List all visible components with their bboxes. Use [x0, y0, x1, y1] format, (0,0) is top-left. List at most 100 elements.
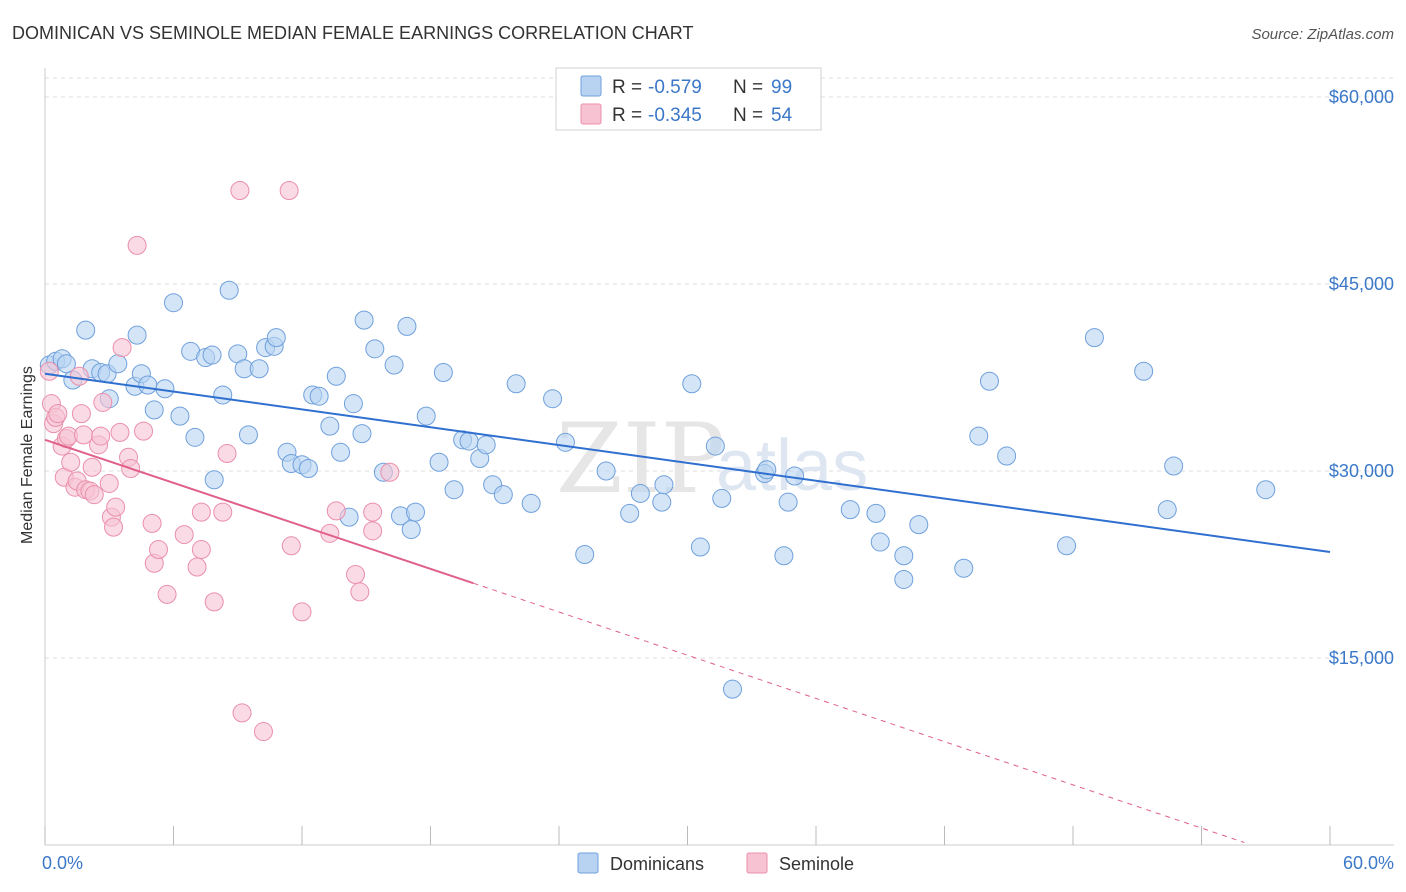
dominicans-point: [705, 436, 725, 456]
y-axis-label: Median Female Earnings: [19, 366, 36, 544]
seminole-point: [281, 536, 301, 556]
legend-swatch-dominicans: [580, 75, 602, 97]
dominicans-point: [170, 406, 190, 426]
y-tick-label: $60,000: [1329, 87, 1394, 107]
dominicans-point: [127, 325, 147, 345]
dominicans-point: [429, 452, 449, 472]
dominicans-point: [320, 416, 340, 436]
dominicans-point: [493, 485, 513, 505]
seminole-point: [350, 582, 370, 602]
dominicans-point: [894, 546, 914, 566]
dominicans-point: [757, 460, 777, 480]
seminole-point: [320, 523, 340, 543]
bottom-legend-swatch-seminole: [746, 852, 768, 874]
dominicans-point: [459, 431, 479, 451]
y-tick-label: $45,000: [1329, 274, 1394, 294]
seminole-point: [106, 497, 126, 517]
seminole-point: [71, 404, 91, 424]
seminole-point: [326, 501, 346, 521]
seminole-point: [191, 502, 211, 522]
seminole-point: [93, 392, 113, 412]
chart-title: DOMINICAN VS SEMINOLE MEDIAN FEMALE EARN…: [12, 23, 693, 43]
dominicans-point: [213, 385, 233, 405]
seminole-point: [99, 473, 119, 493]
dominicans-point: [630, 483, 650, 503]
dominicans-point: [108, 354, 128, 374]
dominicans-point: [690, 537, 710, 557]
dominicans-point: [1164, 456, 1184, 476]
dominicans-point: [309, 386, 329, 406]
bottom-legend-swatch-dominicans: [577, 852, 599, 874]
seminole-point: [191, 540, 211, 560]
legend-r-value: -0.579: [648, 77, 702, 98]
dominicans-point: [778, 492, 798, 512]
seminole-point: [363, 502, 383, 522]
dominicans-point: [1057, 536, 1077, 556]
dominicans-point: [444, 480, 464, 500]
dominicans-point: [138, 375, 158, 395]
dominicans-point: [476, 435, 496, 455]
dominicans-point: [555, 432, 575, 452]
legend-r-value: -0.345: [648, 105, 702, 126]
seminole-point: [363, 521, 383, 541]
dominicans-point: [352, 424, 372, 444]
dominicans-point: [384, 355, 404, 375]
seminole-point: [292, 602, 312, 622]
series-legend: Dominicans Seminole: [577, 852, 854, 874]
seminole-point: [61, 452, 81, 472]
dominicans-trend-line: [44, 372, 1331, 554]
seminole-point: [279, 181, 299, 200]
dominicans-point: [722, 679, 742, 699]
dominicans-point: [870, 532, 890, 552]
legend-n-label: N =: [733, 105, 763, 126]
seminole-point: [69, 366, 89, 386]
seminole-point: [253, 722, 273, 742]
seminole-point: [84, 485, 104, 505]
seminole-point: [204, 592, 224, 612]
axes: [44, 68, 1394, 846]
y-tick-labels: $15,000 $30,000 $45,000 $60,000: [1329, 87, 1394, 668]
dominicans-point: [56, 354, 76, 374]
seminole-point: [134, 421, 154, 441]
source-credit: Source: ZipAtlas.com: [1251, 26, 1394, 43]
dominicans-point: [620, 503, 640, 523]
seminole-point: [187, 557, 207, 577]
dominicans-point: [433, 363, 453, 383]
dominicans-point: [506, 374, 526, 394]
dominicans-point: [894, 569, 914, 589]
dominicans-point: [249, 359, 269, 379]
dominicans-point: [354, 310, 374, 330]
dominicans-point: [1157, 500, 1177, 520]
seminole-point: [48, 404, 68, 424]
seminole-point: [110, 422, 130, 442]
dominicans-point: [219, 280, 239, 300]
dominicans-point: [652, 492, 672, 512]
dominicans-point: [954, 558, 974, 578]
legend-r-label: R =: [612, 77, 642, 98]
dominicans-point: [204, 470, 224, 490]
x-tick-label: 0.0%: [42, 853, 83, 873]
dominicans-point: [202, 345, 222, 365]
seminole-point: [104, 517, 124, 537]
legend-n-value: 54: [771, 105, 793, 126]
dominicans-point: [298, 459, 318, 479]
seminole-point: [142, 513, 162, 533]
bottom-legend-label-dominicans: Dominicans: [610, 854, 704, 874]
dominicans-point: [365, 339, 385, 359]
dominicans-point: [401, 520, 421, 540]
seminole-point: [213, 502, 233, 522]
y-tick-label: $30,000: [1329, 461, 1394, 481]
seminole-point: [39, 361, 59, 381]
dominicans-point: [397, 316, 417, 336]
dominicans-point: [164, 293, 183, 313]
dominicans-point: [406, 502, 426, 522]
y-tick-label: $15,000: [1329, 648, 1394, 668]
legend-n-label: N =: [733, 77, 763, 98]
seminole-point: [82, 457, 102, 477]
dominicans-point: [997, 446, 1017, 466]
dominicans-point: [76, 320, 96, 340]
dominicans-point: [416, 406, 436, 426]
dominicans-point: [331, 442, 351, 462]
seminole-trend-line: [44, 438, 474, 585]
